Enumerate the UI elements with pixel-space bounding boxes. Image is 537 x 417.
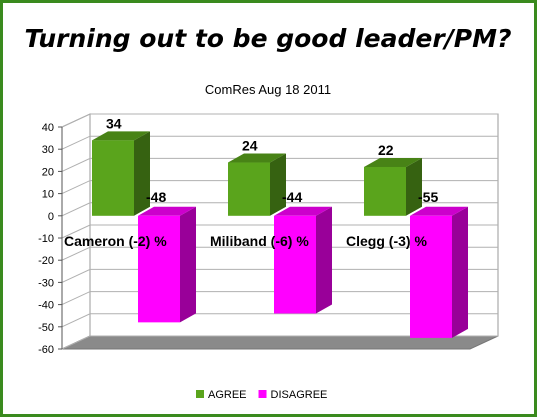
- category-label: Miliband (-6) %: [210, 233, 309, 249]
- agree-bar: [92, 131, 150, 216]
- agree-data-label: 22: [378, 142, 394, 158]
- agree-bar: [364, 157, 422, 216]
- agree-bar-side: [406, 157, 422, 216]
- disagree-bar-side: [316, 206, 332, 314]
- disagree-data-label: -48: [146, 189, 166, 205]
- gridline: [61, 135, 498, 150]
- bars: [92, 131, 468, 338]
- disagree-bar: [274, 206, 332, 314]
- agree-bar-front: [364, 166, 406, 216]
- agree-bar-side: [270, 153, 286, 216]
- legend: AGREE DISAGREE: [196, 389, 327, 401]
- gridlines: [58, 113, 498, 350]
- gridline: [61, 246, 498, 261]
- y-tick-label: -50: [38, 322, 54, 334]
- y-tick-label: -30: [38, 277, 54, 289]
- chart-subtitle: ComRes Aug 18 2011: [205, 82, 331, 97]
- legend-label: DISAGREE: [271, 389, 328, 401]
- agree-bar-front: [228, 162, 270, 216]
- y-tick-label: 20: [42, 166, 54, 178]
- y-tick-label: 40: [42, 122, 54, 134]
- y-tick-label: 30: [42, 144, 54, 156]
- gridline: [61, 157, 498, 172]
- disagree-bar-top: [138, 206, 196, 216]
- agree-bar-front: [92, 140, 134, 216]
- gridline: [61, 202, 498, 217]
- disagree-bar-front: [274, 215, 316, 314]
- chart-title: Turning out to be good leader/PM?: [25, 24, 512, 53]
- y-tick-label: 10: [42, 189, 54, 201]
- disagree-data-label: -44: [282, 189, 302, 205]
- gridline: [61, 224, 498, 239]
- gridline: [61, 113, 498, 128]
- y-tick-label: -20: [38, 255, 54, 267]
- y-tick-label: -10: [38, 233, 54, 245]
- disagree-bar-side: [180, 206, 196, 323]
- y-tick-label: 0: [48, 211, 54, 223]
- agree-bar-side: [134, 131, 150, 216]
- legend-swatch: [258, 390, 267, 398]
- gridline: [61, 313, 498, 328]
- disagree-bar-top: [410, 206, 468, 216]
- disagree-bar-top: [274, 206, 332, 216]
- agree-data-label: 24: [242, 138, 258, 154]
- agree-bar-top: [92, 131, 150, 141]
- agree-bar: [228, 153, 286, 216]
- agree-bar-top: [228, 153, 286, 163]
- gridline: [61, 335, 498, 350]
- disagree-bar-front: [410, 215, 452, 338]
- disagree-bar: [410, 206, 468, 338]
- y-tick-label: -40: [38, 300, 54, 312]
- floor: [61, 335, 499, 350]
- disagree-bar-front: [138, 215, 180, 323]
- gridline: [61, 180, 498, 195]
- gridline: [61, 268, 498, 283]
- data-labels: 34 -48 24 -44 22 -55: [106, 115, 438, 204]
- legend-swatch: [196, 390, 204, 398]
- disagree-data-label: -55: [418, 189, 438, 205]
- disagree-bar: [138, 206, 196, 323]
- disagree-bar-side: [452, 206, 468, 338]
- category-label: Cameron (-2) %: [64, 233, 167, 249]
- gridline: [61, 291, 498, 306]
- agree-data-label: 34: [106, 115, 122, 131]
- y-tick-label: -60: [38, 344, 54, 356]
- category-label: Clegg (-3) %: [346, 233, 427, 249]
- y-axis-ticks: 40 30 20 10 0 -10 -20 -30 -40 -50 -60: [38, 122, 54, 356]
- category-labels: Cameron (-2) % Miliband (-6) % Clegg (-3) …: [64, 233, 427, 249]
- legend-label: AGREE: [208, 389, 247, 401]
- agree-bar-top: [364, 157, 422, 167]
